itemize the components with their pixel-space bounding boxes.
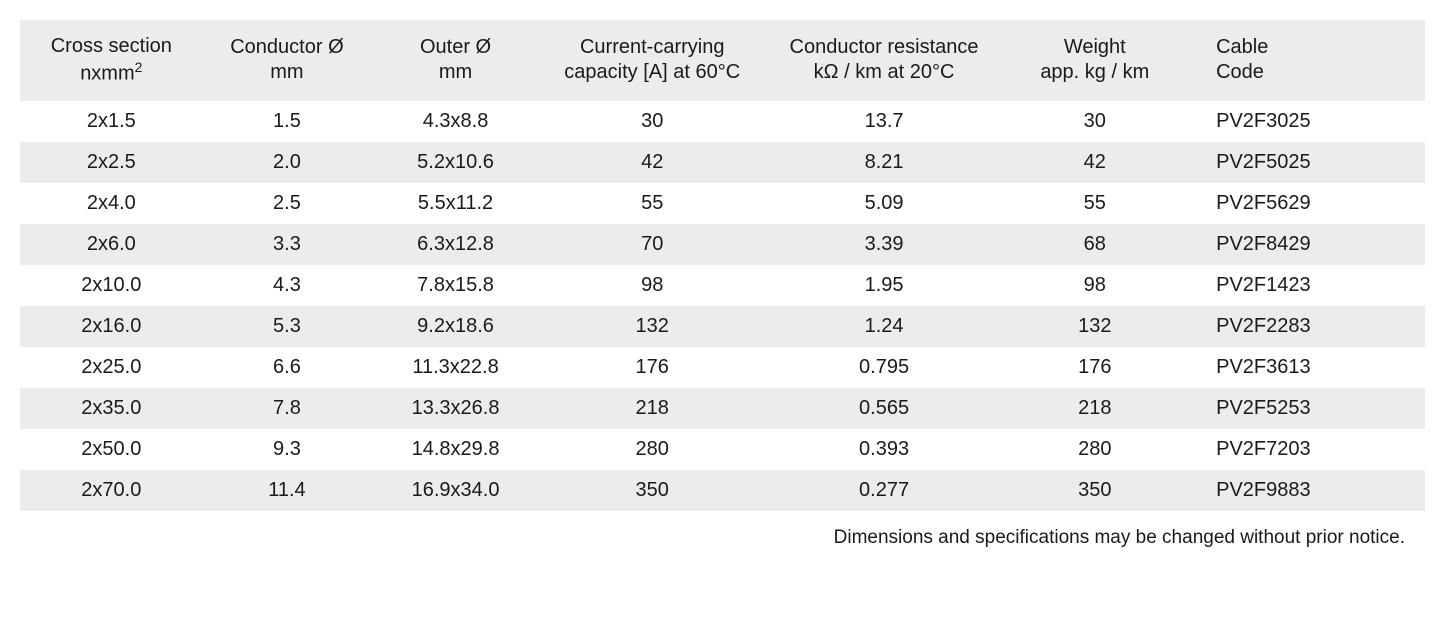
table-row: 2x4.02.55.5x11.2555.0955PV2F5629: [20, 183, 1425, 224]
table-row: 2x10.04.37.8x15.8981.9598PV2F1423: [20, 265, 1425, 306]
table-cell: 0.795: [765, 347, 1004, 388]
table-row: 2x6.03.36.3x12.8703.3968PV2F8429: [20, 224, 1425, 265]
table-row: 2x35.07.813.3x26.82180.565218PV2F5253: [20, 388, 1425, 429]
table-cell: 132: [1003, 306, 1186, 347]
table-cell: PV2F5629: [1186, 183, 1425, 224]
table-cell: 2x16.0: [20, 306, 203, 347]
table-body: 2x1.51.54.3x8.83013.730PV2F30252x2.52.05…: [20, 101, 1425, 511]
table-cell: 14.8x29.8: [371, 429, 540, 470]
table-cell: PV2F5025: [1186, 142, 1425, 183]
table-cell: 9.2x18.6: [371, 306, 540, 347]
table-cell: 2x6.0: [20, 224, 203, 265]
column-header: Conductor resistancekΩ / km at 20°C: [765, 20, 1004, 101]
column-header: Cross sectionnxmm2: [20, 20, 203, 101]
table-cell: 5.3: [203, 306, 372, 347]
table-row: 2x2.52.05.2x10.6428.2142PV2F5025: [20, 142, 1425, 183]
table-cell: 8.21: [765, 142, 1004, 183]
table-cell: 16.9x34.0: [371, 470, 540, 511]
table-cell: 280: [1003, 429, 1186, 470]
table-cell: 350: [540, 470, 765, 511]
table-cell: 2x50.0: [20, 429, 203, 470]
table-cell: 0.393: [765, 429, 1004, 470]
table-cell: 2x4.0: [20, 183, 203, 224]
table-row: 2x16.05.39.2x18.61321.24132PV2F2283: [20, 306, 1425, 347]
table-cell: 2.5: [203, 183, 372, 224]
table-row: 2x1.51.54.3x8.83013.730PV2F3025: [20, 101, 1425, 142]
table-cell: 2.0: [203, 142, 372, 183]
table-cell: 1.24: [765, 306, 1004, 347]
table-cell: PV2F3025: [1186, 101, 1425, 142]
cable-spec-table: Cross sectionnxmm2Conductor ØmmOuter Ømm…: [20, 20, 1425, 511]
table-cell: 11.4: [203, 470, 372, 511]
table-cell: 132: [540, 306, 765, 347]
table-cell: 2x2.5: [20, 142, 203, 183]
table-cell: 30: [540, 101, 765, 142]
table-cell: 3.39: [765, 224, 1004, 265]
table-cell: 6.6: [203, 347, 372, 388]
table-cell: 2x10.0: [20, 265, 203, 306]
column-header: Weightapp. kg / km: [1003, 20, 1186, 101]
table-cell: PV2F8429: [1186, 224, 1425, 265]
table-row: 2x50.09.314.8x29.82800.393280PV2F7203: [20, 429, 1425, 470]
table-cell: PV2F7203: [1186, 429, 1425, 470]
column-header: Outer Ømm: [371, 20, 540, 101]
table-cell: 218: [1003, 388, 1186, 429]
table-cell: PV2F5253: [1186, 388, 1425, 429]
table-cell: 280: [540, 429, 765, 470]
column-header: Current-carryingcapacity [A] at 60°C: [540, 20, 765, 101]
table-cell: 55: [540, 183, 765, 224]
table-cell: 1.95: [765, 265, 1004, 306]
table-cell: 2x35.0: [20, 388, 203, 429]
table-cell: 68: [1003, 224, 1186, 265]
table-cell: 0.277: [765, 470, 1004, 511]
table-cell: 2x1.5: [20, 101, 203, 142]
table-cell: 5.09: [765, 183, 1004, 224]
table-cell: 5.2x10.6: [371, 142, 540, 183]
table-cell: 4.3: [203, 265, 372, 306]
table-cell: 5.5x11.2: [371, 183, 540, 224]
table-cell: 13.3x26.8: [371, 388, 540, 429]
table-cell: 98: [1003, 265, 1186, 306]
table-cell: 30: [1003, 101, 1186, 142]
table-cell: 98: [540, 265, 765, 306]
column-header: Conductor Ømm: [203, 20, 372, 101]
table-cell: 2x25.0: [20, 347, 203, 388]
table-cell: 70: [540, 224, 765, 265]
table-cell: 3.3: [203, 224, 372, 265]
table-cell: PV2F3613: [1186, 347, 1425, 388]
table-cell: 7.8: [203, 388, 372, 429]
table-cell: 42: [1003, 142, 1186, 183]
table-cell: 350: [1003, 470, 1186, 511]
table-cell: 42: [540, 142, 765, 183]
table-cell: 2x70.0: [20, 470, 203, 511]
table-cell: 218: [540, 388, 765, 429]
table-cell: 0.565: [765, 388, 1004, 429]
table-cell: 13.7: [765, 101, 1004, 142]
table-row: 2x25.06.611.3x22.81760.795176PV2F3613: [20, 347, 1425, 388]
table-cell: 11.3x22.8: [371, 347, 540, 388]
table-cell: PV2F9883: [1186, 470, 1425, 511]
header-row: Cross sectionnxmm2Conductor ØmmOuter Ømm…: [20, 20, 1425, 101]
table-cell: 9.3: [203, 429, 372, 470]
column-header: CableCode: [1186, 20, 1425, 101]
footnote: Dimensions and specifications may be cha…: [20, 527, 1425, 549]
table-header: Cross sectionnxmm2Conductor ØmmOuter Ømm…: [20, 20, 1425, 101]
table-cell: 176: [1003, 347, 1186, 388]
table-cell: 55: [1003, 183, 1186, 224]
table-cell: PV2F2283: [1186, 306, 1425, 347]
table-cell: 4.3x8.8: [371, 101, 540, 142]
table-cell: 6.3x12.8: [371, 224, 540, 265]
table-cell: 176: [540, 347, 765, 388]
table-row: 2x70.011.416.9x34.03500.277350PV2F9883: [20, 470, 1425, 511]
table-cell: PV2F1423: [1186, 265, 1425, 306]
table-cell: 7.8x15.8: [371, 265, 540, 306]
table-cell: 1.5: [203, 101, 372, 142]
